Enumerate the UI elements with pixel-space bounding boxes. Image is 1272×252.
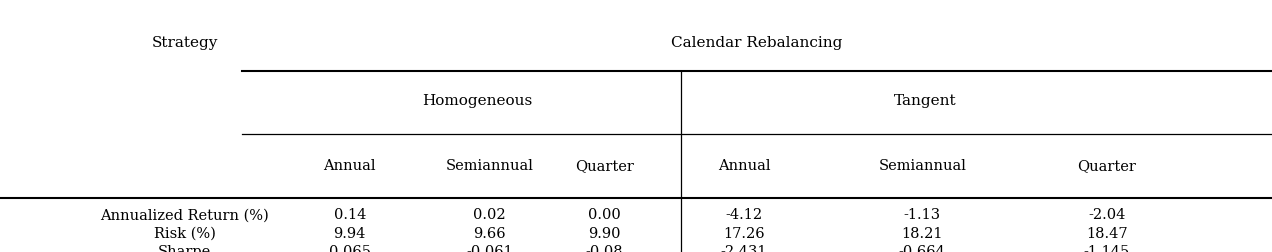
Text: -1.13: -1.13 [903, 208, 941, 223]
Text: -2.04: -2.04 [1088, 208, 1126, 223]
Text: 0.00: 0.00 [588, 208, 621, 223]
Text: -0.664: -0.664 [899, 245, 945, 252]
Text: Risk (%): Risk (%) [154, 227, 215, 241]
Text: 0.14: 0.14 [333, 208, 366, 223]
Text: Annual: Annual [717, 159, 771, 173]
Text: Quarter: Quarter [575, 159, 633, 173]
Text: 9.90: 9.90 [588, 227, 621, 241]
Text: 17.26: 17.26 [724, 227, 764, 241]
Text: Semiannual: Semiannual [445, 159, 534, 173]
Text: 0.02: 0.02 [473, 208, 506, 223]
Text: 9.66: 9.66 [473, 227, 506, 241]
Text: Annualized Return (%): Annualized Return (%) [100, 208, 268, 223]
Text: Calendar Rebalancing: Calendar Rebalancing [672, 36, 842, 50]
Text: -0.08: -0.08 [585, 245, 623, 252]
Text: 0.065: 0.065 [328, 245, 371, 252]
Text: -4.12: -4.12 [725, 208, 763, 223]
Text: Sharpe: Sharpe [158, 245, 211, 252]
Text: Homogeneous: Homogeneous [422, 94, 532, 108]
Text: -0.061: -0.061 [467, 245, 513, 252]
Text: Strategy: Strategy [151, 36, 218, 50]
Text: 18.21: 18.21 [902, 227, 943, 241]
Text: Annual: Annual [323, 159, 377, 173]
Text: -2.431: -2.431 [721, 245, 767, 252]
Text: Semiannual: Semiannual [878, 159, 967, 173]
Text: Quarter: Quarter [1077, 159, 1136, 173]
Text: Tangent: Tangent [894, 94, 957, 108]
Text: 9.94: 9.94 [333, 227, 366, 241]
Text: -1.145: -1.145 [1084, 245, 1130, 252]
Text: 18.47: 18.47 [1086, 227, 1127, 241]
